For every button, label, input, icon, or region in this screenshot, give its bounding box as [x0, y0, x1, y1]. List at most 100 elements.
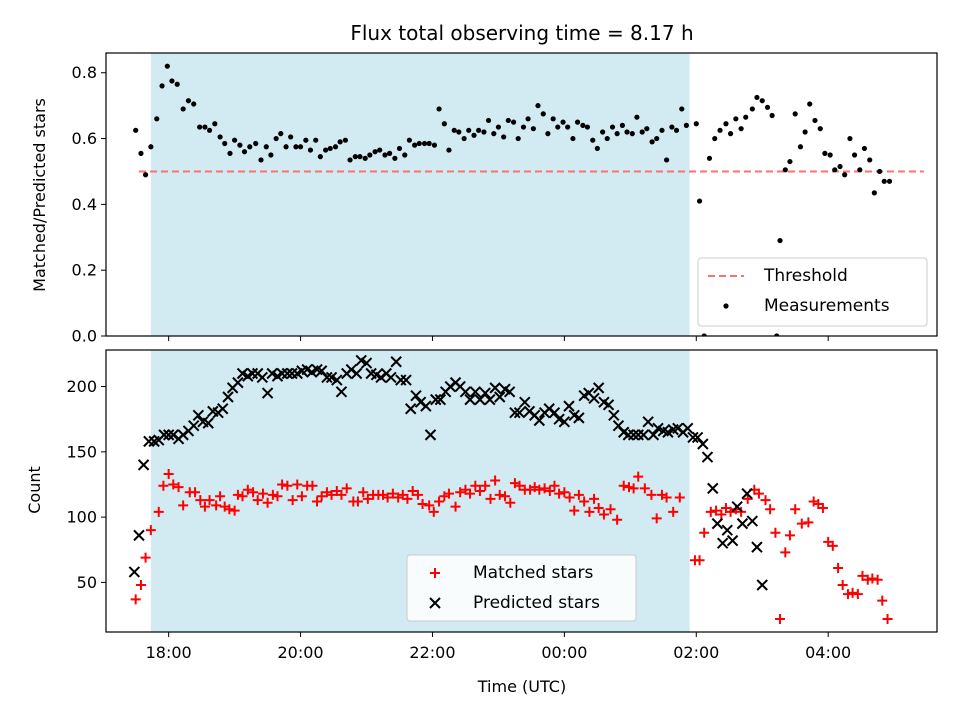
- matched-star-point: [358, 487, 369, 498]
- measurement-point: [367, 152, 373, 158]
- measurement-point: [283, 144, 289, 150]
- predicted-star-point: [350, 367, 363, 380]
- matched-star-point: [163, 469, 174, 480]
- matched-star-point: [539, 483, 550, 494]
- measurement-point: [738, 126, 744, 132]
- predicted-star-point: [494, 391, 506, 403]
- matched-star-point: [145, 525, 156, 536]
- predicted-star-point: [602, 399, 615, 411]
- predicted-star-point: [627, 429, 640, 441]
- measurement-point: [406, 137, 412, 143]
- measurement-point: [461, 135, 467, 142]
- measurement-point: [614, 131, 620, 137]
- matched-star-point: [153, 506, 164, 517]
- top-y-tick-label: 0.4: [72, 195, 97, 214]
- matched-star-point: [480, 480, 491, 491]
- measurement-point: [555, 124, 561, 130]
- measurement-point: [471, 132, 477, 138]
- matched-star-point: [628, 483, 639, 494]
- matched-star-point: [434, 496, 445, 507]
- matched-star-point: [474, 486, 485, 496]
- top-y-tick-label: 0.0: [72, 327, 97, 346]
- measurement-point: [278, 131, 284, 137]
- measurement-point: [164, 63, 170, 69]
- predicted-star-point: [746, 515, 759, 527]
- bottom-panel: 50 100 150 200 18:00 20:00 22:00 00:00 02:00 04:0…: [66, 349, 938, 662]
- measurement-point: [352, 154, 358, 160]
- bottom-axes-frame: [105, 349, 938, 633]
- matched-star-point: [262, 497, 273, 508]
- measurement-point: [372, 149, 378, 155]
- predicted-star-point: [741, 487, 753, 500]
- predicted-star-point: [707, 482, 719, 495]
- measurement-point: [861, 145, 868, 152]
- top-panel: 0.0 0.2 0.4 0.6 0.8 Threshold Measurements: [72, 52, 938, 346]
- predicted-star-point: [519, 396, 531, 408]
- measurement-point: [535, 103, 541, 109]
- predicted-star-point: [721, 524, 733, 536]
- matched-star-point: [579, 496, 590, 507]
- matched-star-point: [760, 495, 771, 506]
- measurement-point: [673, 127, 680, 133]
- matched-star-point: [668, 506, 679, 517]
- predicted-star-point: [390, 356, 402, 368]
- matched-star-point: [199, 501, 210, 512]
- predicted-star-point: [756, 579, 768, 591]
- measurement-point: [683, 122, 689, 128]
- matched-star-point: [242, 484, 253, 495]
- predicted-star-point: [592, 382, 605, 394]
- top-y-tick-label: 0.2: [72, 261, 97, 280]
- measurement-point: [706, 155, 713, 161]
- measurement-point: [386, 150, 393, 156]
- predicted-star-point: [726, 534, 739, 547]
- measurement-point: [237, 142, 243, 148]
- predicted-star-point: [128, 566, 141, 578]
- measurement-point: [545, 131, 551, 137]
- predicted-star-point: [479, 387, 491, 399]
- matched-star-point: [569, 505, 580, 516]
- measurement-point: [540, 111, 546, 117]
- measurement-point: [202, 124, 208, 130]
- matched-star-point: [485, 493, 496, 504]
- measurement-point: [654, 135, 660, 142]
- matched-star-point: [505, 497, 516, 508]
- matched-star-point: [307, 480, 318, 491]
- predicted-star-point: [232, 376, 244, 389]
- predicted-star-point: [202, 417, 214, 429]
- measurement-point: [342, 137, 349, 143]
- measurement-point: [600, 129, 606, 135]
- measurement-point: [560, 119, 566, 125]
- measurement-point: [347, 157, 353, 163]
- predicted-star-point: [217, 403, 229, 415]
- measurement-point: [717, 127, 723, 133]
- bottom-y-tick-label: 100: [66, 508, 97, 527]
- matched-star-point: [803, 517, 814, 528]
- matched-star-point: [257, 488, 268, 499]
- matched-star-point: [412, 489, 423, 500]
- measurement-point: [377, 147, 383, 153]
- predicted-star-point: [385, 371, 397, 384]
- predicted-star-point: [716, 537, 729, 549]
- measurement-point: [792, 111, 798, 117]
- measurement-point: [639, 129, 645, 135]
- measurement-point: [609, 124, 616, 130]
- measurement-point: [227, 150, 233, 156]
- measurement-point: [822, 150, 828, 156]
- measurement-point: [851, 152, 858, 158]
- matched-star-point: [407, 486, 418, 496]
- predicted-star-point: [647, 429, 660, 441]
- measurement-point: [842, 172, 848, 178]
- matched-star-point: [267, 489, 278, 500]
- predicted-star-point: [711, 517, 724, 530]
- measurement-point: [206, 127, 213, 133]
- measurement-point: [456, 129, 462, 135]
- matched-star-point: [770, 527, 781, 538]
- predicted-star-point: [642, 416, 654, 428]
- predicted-star-point: [464, 393, 476, 406]
- measurement-point: [857, 167, 863, 173]
- measurement-point: [402, 152, 408, 158]
- matched-star-point: [428, 506, 439, 517]
- measurement-point: [303, 137, 309, 143]
- top-y-tick-label: 0.8: [72, 63, 97, 82]
